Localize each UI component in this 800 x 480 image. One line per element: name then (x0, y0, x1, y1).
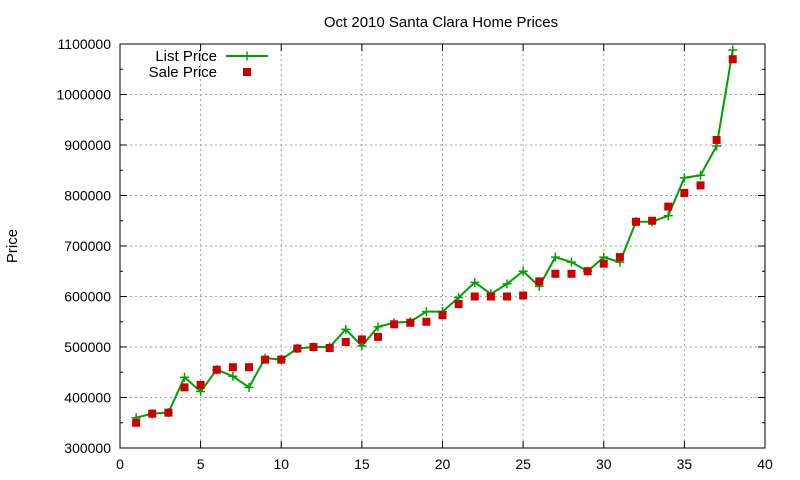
point-list-price (567, 257, 576, 267)
point-sale-price (245, 363, 253, 372)
point-sale-price (261, 355, 270, 364)
point-sale-price (615, 253, 624, 262)
point-sale-price (309, 343, 318, 351)
point-list-price (518, 266, 528, 276)
point-list-price (228, 371, 238, 381)
x-tick-label: 0 (116, 456, 124, 472)
y-tick-label: 1100000 (58, 36, 112, 52)
point-sale-price (519, 291, 528, 300)
point-list-price (550, 252, 560, 262)
point-list-price (373, 322, 383, 332)
point-sale-price (164, 408, 173, 417)
x-tick-label: 10 (273, 456, 289, 472)
point-sale-price (680, 188, 689, 197)
point-sale-price (341, 337, 350, 346)
point-list-price (421, 307, 431, 317)
y-tick-label: 600000 (64, 289, 111, 305)
point-sale-price (228, 363, 237, 372)
point-sale-price (503, 292, 511, 301)
point-sale-price (180, 383, 189, 392)
point-sale-price (406, 318, 415, 327)
grid-lines (120, 44, 765, 448)
point-sale-price (454, 300, 463, 309)
point-sale-price (196, 380, 205, 389)
point-list-price (470, 277, 480, 287)
point-sale-price (422, 317, 431, 326)
point-sale-price (535, 277, 544, 286)
point-sale-price (325, 344, 334, 353)
point-sale-price (567, 269, 576, 278)
point-sale-price (293, 344, 302, 353)
point-list-price (180, 372, 189, 382)
point-list-price (663, 211, 673, 221)
legend: List Price Sale Price (149, 48, 268, 81)
point-sale-price (390, 320, 399, 329)
x-tick-label: 15 (354, 456, 370, 472)
y-axis-label: Price (4, 229, 21, 263)
x-tick-label: 30 (596, 456, 612, 472)
x-tick-label: 5 (197, 456, 205, 472)
legend-swatch-sale-price (243, 68, 251, 76)
point-sale-price (632, 217, 640, 226)
point-sale-price (728, 55, 737, 64)
point-list-price (679, 173, 689, 183)
point-list-price (502, 279, 512, 289)
point-list-price (244, 382, 254, 392)
y-tick-label: 300000 (64, 440, 111, 456)
y-tick-label: 800000 (64, 188, 111, 204)
series-layer (131, 45, 738, 427)
legend-marker-list-price (242, 51, 252, 61)
point-sale-price (599, 259, 608, 268)
point-list-price (728, 45, 738, 55)
x-tick-label: 25 (515, 456, 531, 472)
legend-label-sale-price: Sale Price (149, 64, 217, 81)
axis-ticks: 0 5 10 15 20 25 30 35 40 300000 400000 500000 600000… (56, 36, 773, 472)
y-tick-label: 1000000 (56, 87, 111, 103)
point-sale-price (664, 202, 673, 211)
legend-label-list-price: List Price (155, 48, 217, 65)
y-tick-label: 900000 (64, 137, 111, 153)
x-tick-label: 20 (435, 456, 451, 472)
point-list-price (341, 324, 351, 334)
point-sale-price (712, 135, 721, 144)
point-sale-price (374, 332, 382, 341)
legend-swatch-list-price (226, 51, 268, 61)
y-tick-label: 700000 (64, 238, 111, 254)
point-sale-price (438, 311, 447, 320)
point-sale-price (551, 269, 560, 278)
point-sale-price (132, 418, 141, 427)
chart-title: Oct 2010 Santa Clara Home Prices (324, 14, 558, 31)
point-sale-price (148, 409, 157, 418)
point-sale-price (486, 292, 495, 301)
point-sale-price (212, 365, 221, 374)
point-sale-price (696, 181, 705, 190)
y-tick-label: 400000 (64, 390, 111, 406)
x-tick-label: 40 (757, 456, 773, 472)
legend-marker-sale-price (243, 68, 251, 76)
point-sale-price (277, 355, 286, 364)
y-tick-label: 500000 (64, 339, 111, 355)
point-sale-price (470, 292, 479, 301)
point-sale-price (357, 335, 366, 344)
series-line-list-price (135, 49, 734, 419)
point-list-price (696, 170, 705, 180)
point-sale-price (648, 216, 657, 225)
x-tick-label: 35 (677, 456, 693, 472)
point-sale-price (583, 267, 592, 276)
